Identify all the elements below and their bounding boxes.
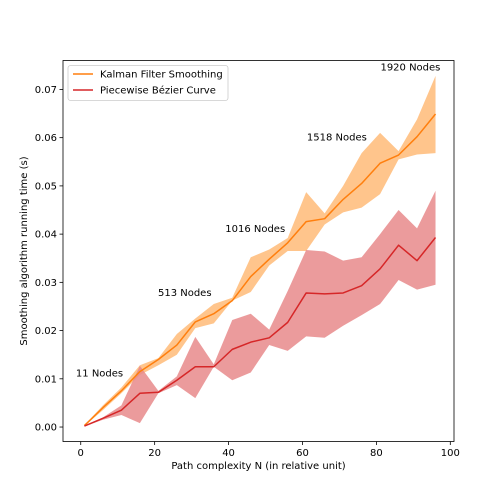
annotation-513-nodes: 513 Nodes [158,288,212,299]
x-tick-label: 20 [148,448,161,459]
annotation-1518-nodes: 1518 Nodes [307,133,367,144]
plot-frame [62,60,455,442]
x-axis: 0 20 40 60 80 100 [78,441,460,459]
y-tick-label: 0.06 [35,133,57,144]
y-tick-label: 0.00 [35,423,57,434]
annotations: 11 Nodes 513 Nodes 1016 Nodes 1518 Nodes 192… [76,63,440,380]
y-tick-label: 0.04 [35,230,57,241]
annotation-11-nodes: 11 Nodes [76,368,123,379]
band-piecewise-bezier-curve [84,190,436,427]
band-kalman-filter-smoothing [84,75,436,427]
legend-box [67,65,229,101]
x-axis-title: Path complexity N (in relative unit) [171,461,345,472]
series-lines [83,113,437,427]
y-tick-label: 0.07 [35,85,57,96]
line-kalman-filter-smoothing [83,113,437,427]
annotation-1920-nodes: 1920 Nodes [380,63,440,74]
y-tick-label: 0.01 [35,374,57,385]
x-tick-label: 80 [370,448,383,459]
x-tick-label: 60 [296,448,309,459]
annotation-1016-nodes: 1016 Nodes [225,224,285,235]
x-tick-label: 100 [441,448,460,459]
confidence-bands [84,75,436,427]
legend-label-piecewise-bezier-curve: Piecewise Bézier Curve [100,85,216,97]
legend-label-kalman-filter-smoothing: Kalman Filter Smoothing [100,70,223,81]
y-tick-label: 0.02 [35,326,57,337]
y-tick-label: 0.05 [35,181,57,192]
x-tick-label: 0 [78,448,84,459]
legend: Kalman Filter Smoothing Piecewise Bézier … [67,65,229,101]
y-tick-label: 0.03 [35,278,57,289]
line-piecewise-bezier-curve [84,237,437,427]
x-tick-label: 40 [222,448,235,459]
y-axis-title: Smoothing algorithm running time (s) [19,156,30,345]
y-axis: 0.00 0.01 0.02 0.03 0.04 0.05 0.06 0.07 [35,85,63,434]
